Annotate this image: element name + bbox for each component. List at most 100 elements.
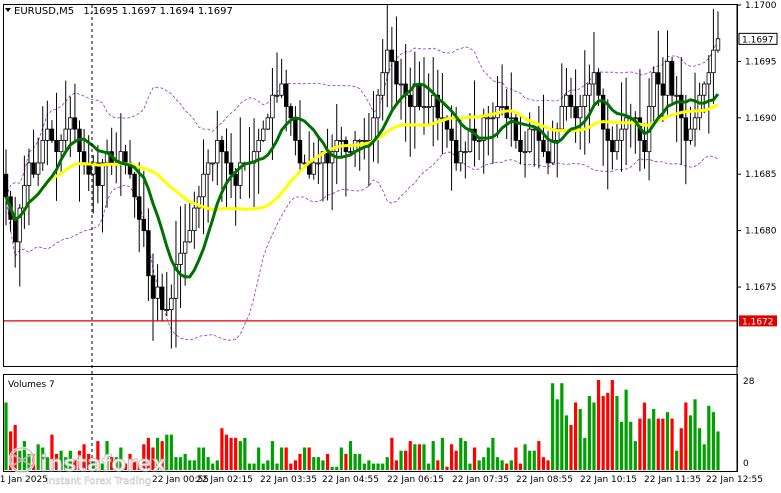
current-price-tag: 1.1697 — [738, 32, 778, 45]
volume-bar — [27, 453, 31, 470]
candle — [270, 67, 275, 160]
symbol-label: EURUSD,M5 — [14, 6, 74, 17]
volume-bar — [716, 431, 720, 470]
price-tick-label: 1.1680 — [745, 227, 777, 237]
candle — [141, 170, 147, 248]
candle — [100, 158, 105, 233]
volume-bar — [560, 383, 564, 470]
volume-bar — [574, 402, 578, 470]
volume-bar — [54, 453, 59, 470]
candle — [458, 117, 463, 172]
time-tick-label: 22 Jan 03:35 — [260, 475, 317, 485]
volume-bar — [119, 447, 123, 470]
candle — [201, 139, 206, 235]
volume-bar — [4, 402, 8, 470]
time-tick-label: 22 Jan 04:55 — [322, 475, 379, 485]
time-tick-label: 22 Jan 10:15 — [580, 475, 637, 485]
volume-bar — [59, 450, 63, 470]
volume-bar — [339, 447, 343, 470]
volume-bar — [629, 421, 633, 470]
candle — [256, 128, 261, 194]
volume-bar — [505, 463, 509, 470]
volume-bar — [578, 408, 582, 470]
volume-bar — [509, 460, 513, 470]
volume-bar — [440, 437, 444, 470]
volume-bar — [404, 450, 408, 470]
candle — [394, 16, 399, 106]
volume-bar — [137, 463, 141, 470]
volume-bar — [675, 450, 679, 470]
volume-bar — [298, 453, 302, 470]
volume-bar — [500, 460, 504, 470]
candle — [26, 148, 32, 226]
candle — [697, 82, 702, 131]
volume-bar — [133, 460, 137, 470]
candle — [587, 64, 592, 144]
volume-bar — [555, 399, 559, 470]
volume-bar — [45, 457, 49, 470]
chevron-down-icon[interactable] — [5, 8, 11, 12]
volume-bar — [367, 460, 371, 470]
volume-bar — [105, 441, 109, 470]
candle — [146, 208, 151, 301]
candle — [224, 128, 229, 208]
volume-bar — [371, 463, 376, 470]
volume-bar — [537, 441, 541, 470]
candle — [297, 100, 303, 170]
candle — [651, 66, 656, 127]
volume-bar — [670, 418, 674, 470]
volume-bar — [656, 418, 660, 470]
time-tick-label: 22 Jan 12:55 — [706, 475, 763, 485]
volume-bar — [408, 441, 412, 470]
svg-text:EURUSD,M5 1.1695 1.1697 1.: EURUSD,M5 1.1695 1.1697 1.1694 1.1697 — [14, 6, 233, 17]
candle — [205, 149, 211, 223]
volume-bar — [583, 437, 587, 470]
volume-bar — [183, 453, 187, 470]
volume-bar — [284, 447, 288, 470]
candle — [72, 83, 78, 144]
volume-bar — [427, 463, 431, 470]
volume-bar — [665, 412, 670, 470]
volume-bar — [652, 408, 656, 470]
candle — [132, 171, 137, 218]
volume-bar — [316, 457, 320, 470]
volume-bar — [36, 444, 40, 470]
volume-bar — [91, 460, 95, 470]
volume-bar — [247, 463, 252, 470]
candle — [674, 76, 679, 143]
candle — [63, 80, 68, 150]
volume-bar — [22, 441, 26, 470]
volume-bar — [601, 396, 605, 470]
candle — [706, 55, 712, 134]
candle — [435, 69, 440, 141]
volume-bar — [197, 447, 201, 470]
candle — [150, 253, 156, 341]
volume-bar — [270, 441, 275, 470]
volume-bar — [615, 396, 619, 470]
volume-bar — [431, 441, 435, 470]
candle — [522, 131, 528, 178]
candle — [164, 271, 169, 317]
candle — [182, 203, 188, 286]
volume-bar — [459, 437, 463, 470]
price-tick-label: 1.1690 — [745, 114, 777, 124]
candle — [711, 8, 716, 104]
candle — [385, 4, 390, 108]
ohlc-label: 1.1695 1.1697 1.1694 1.1697 — [83, 6, 233, 17]
candle — [688, 106, 693, 145]
candle — [702, 81, 707, 114]
volume-bar — [266, 460, 270, 470]
volume-bar — [238, 441, 242, 470]
candle — [568, 77, 574, 119]
volume-bar — [169, 434, 173, 470]
volume-bar — [518, 463, 523, 470]
time-tick-label: 22 Jan 08:55 — [516, 475, 573, 485]
volume-bar — [100, 463, 105, 470]
candle — [605, 99, 610, 190]
volume-bar — [293, 460, 297, 470]
volume-bar — [68, 450, 72, 470]
candle — [35, 137, 41, 187]
